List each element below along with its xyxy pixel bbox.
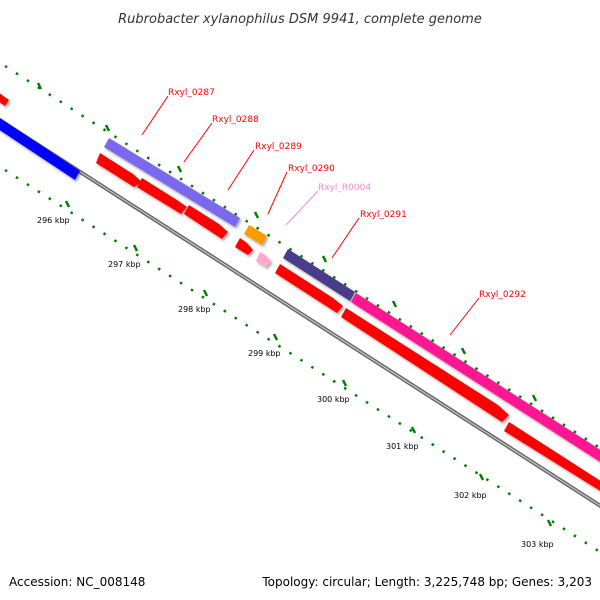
gene-label-rxyl-0287[interactable]: Rxyl_0287 <box>168 88 215 98</box>
cds-arrow-rxyl-0288[interactable] <box>137 178 187 214</box>
scale-label: 297 kbp <box>108 260 141 269</box>
cog-block-orange[interactable] <box>244 225 267 245</box>
gene-label-rxyl-0292[interactable]: Rxyl_0292 <box>479 290 526 300</box>
scale-label: 303 kbp <box>521 540 554 549</box>
scale-label: 302 kbp <box>454 491 487 500</box>
tick-track-outer <box>4 64 600 450</box>
rna-feature-rxyl-r0004[interactable] <box>256 252 271 267</box>
cds-arrow-rxyl-0290[interactable] <box>235 238 253 255</box>
cog-bar-magenta[interactable] <box>351 293 600 465</box>
scale-label: 299 kbp <box>248 349 281 358</box>
gene-feature-red-edge[interactable] <box>0 90 9 106</box>
scale-label: 296 kbp <box>37 216 70 225</box>
cds-arrow-rxyl-0292[interactable] <box>341 308 509 422</box>
gene-label-rxyl-0291[interactable]: Rxyl_0291 <box>360 210 407 220</box>
major-ticks-inner <box>64 200 553 527</box>
label-leaders <box>141 95 480 336</box>
gene-label-rxyl-0288[interactable]: Rxyl_0288 <box>212 115 259 125</box>
scale-labels: 296 kbp 297 kbp 298 kbp 299 kbp 300 kbp … <box>37 216 554 549</box>
scale-label: 300 kbp <box>317 395 350 404</box>
gene-labels: Rxyl_0287 Rxyl_0288 Rxyl_0289 Rxyl_0290 … <box>168 88 526 300</box>
cds-arrow-rxyl-0287[interactable] <box>96 153 142 187</box>
scale-label: 301 kbp <box>386 442 419 451</box>
gene-feature-blue[interactable] <box>0 111 80 180</box>
cds-arrow-rxyl-0291[interactable] <box>275 264 343 313</box>
scale-label: 298 kbp <box>178 305 211 314</box>
cog-bar-navy[interactable] <box>283 249 355 301</box>
gene-label-rxyl-r0004[interactable]: Rxyl_R0004 <box>318 183 371 193</box>
accession-text: Accession: NC_008148 <box>9 575 145 589</box>
major-ticks-outer <box>36 82 538 402</box>
backbone <box>0 118 600 508</box>
topology-text: Topology: circular; Length: 3,225,748 bp… <box>261 575 592 589</box>
cds-arrow-rxyl-0289[interactable] <box>184 205 228 239</box>
tick-track-inner <box>4 168 600 554</box>
cog-bar-lavender[interactable] <box>104 138 240 227</box>
genome-title: Rubrobacter xylanophilus DSM 9941, compl… <box>118 12 482 27</box>
cds-arrow-next[interactable] <box>504 422 600 497</box>
gene-label-rxyl-0289[interactable]: Rxyl_0289 <box>255 142 302 152</box>
gene-label-rxyl-0290[interactable]: Rxyl_0290 <box>288 164 335 174</box>
